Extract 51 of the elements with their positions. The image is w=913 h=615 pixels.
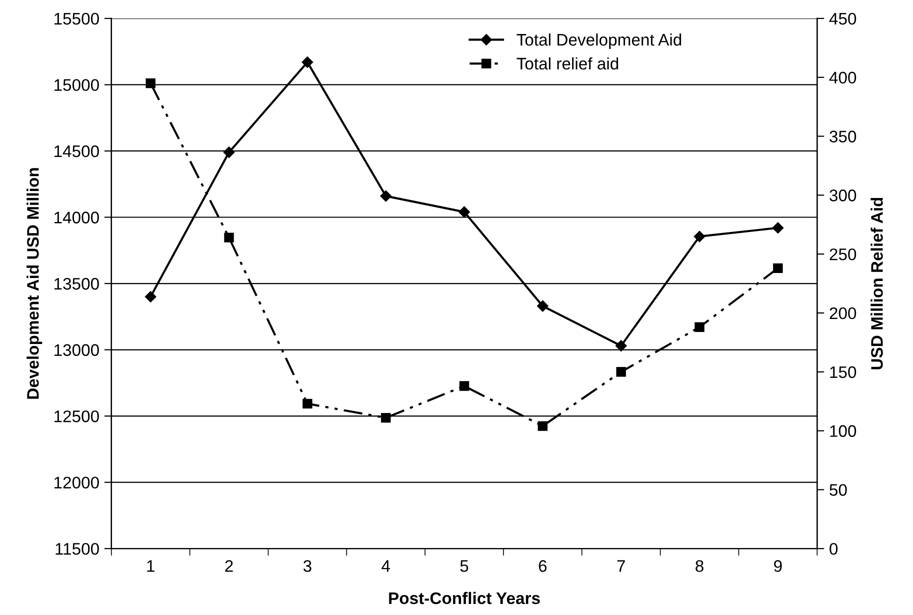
y2-tick-label: 0 xyxy=(830,542,838,555)
x-tick-label: 7 xyxy=(617,560,625,572)
legend-label: Total Development Aid xyxy=(516,33,682,49)
y2-tick-label: 50 xyxy=(830,484,847,496)
point xyxy=(380,412,391,423)
y2-axis-title: USD Million Relief Aid xyxy=(870,198,883,370)
y2-tick-label: 200 xyxy=(830,307,856,320)
y-axis-title: Development Aid USD Million xyxy=(26,168,42,399)
y-tick-label: 13500 xyxy=(54,278,99,290)
y-tick-label: 13000 xyxy=(54,344,99,356)
x-tick-label: 4 xyxy=(382,560,390,572)
y-tick-label: 12500 xyxy=(54,410,99,422)
x-tick-label: 3 xyxy=(303,560,312,572)
y2-tick-label: 100 xyxy=(830,425,856,437)
x-tick-label: 8 xyxy=(696,560,704,572)
x-tick-label: 2 xyxy=(225,560,233,572)
y2-tick-label: 150 xyxy=(830,366,856,378)
point xyxy=(537,300,548,312)
y2-tick-label: 300 xyxy=(830,190,856,202)
y2-tick-label: 350 xyxy=(830,130,856,142)
point xyxy=(773,263,783,274)
y-tick-label: 15500 xyxy=(54,12,99,25)
y2-tick-label: 400 xyxy=(829,72,856,84)
y2-tick-label: 250 xyxy=(830,248,856,260)
legend-label: Total relief aid xyxy=(516,57,618,70)
x-tick-label: 6 xyxy=(538,560,547,572)
point xyxy=(615,340,627,352)
point xyxy=(302,398,312,409)
point xyxy=(223,146,235,158)
y-tick-label: 12000 xyxy=(54,476,99,489)
point xyxy=(458,206,470,218)
point xyxy=(694,322,704,332)
point xyxy=(302,56,314,68)
x-axis-title: Post-Conflict Years xyxy=(389,592,540,604)
point xyxy=(144,291,156,302)
point xyxy=(380,190,392,202)
y2-tick-label: 450 xyxy=(829,12,856,25)
point xyxy=(772,222,784,234)
x-tick-label: 5 xyxy=(460,560,468,572)
point xyxy=(459,381,470,391)
point xyxy=(694,230,706,242)
y-tick-label: 15000 xyxy=(54,79,99,91)
point xyxy=(224,232,234,242)
x-tick-label: 9 xyxy=(774,560,782,572)
point xyxy=(538,421,548,431)
point xyxy=(616,367,626,377)
point xyxy=(146,78,156,88)
y-tick-label: 14000 xyxy=(54,212,99,224)
x-tick-label: 1 xyxy=(147,560,154,572)
y-tick-label: 11500 xyxy=(56,542,99,555)
y-tick-label: 14500 xyxy=(54,145,99,158)
